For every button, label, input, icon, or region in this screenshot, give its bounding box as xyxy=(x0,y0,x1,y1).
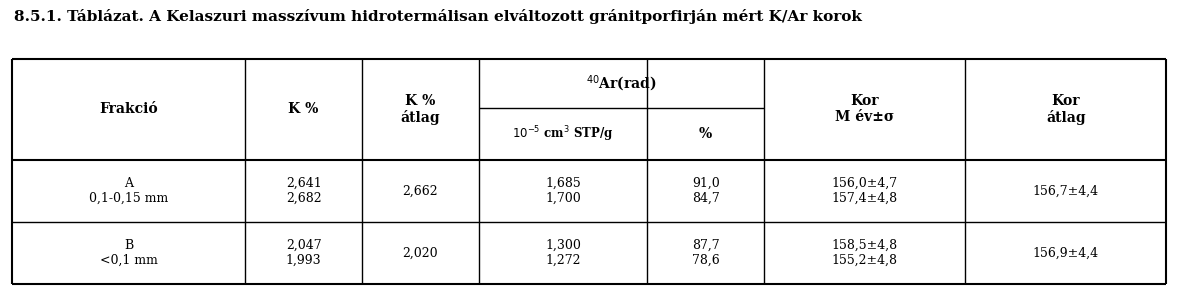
Text: 2,020: 2,020 xyxy=(403,247,438,260)
Text: K %
átlag: K % átlag xyxy=(401,94,441,125)
Text: Kor
átlag: Kor átlag xyxy=(1046,94,1085,125)
Text: B
<0,1 mm: B <0,1 mm xyxy=(100,239,158,267)
Text: 87,7
78,6: 87,7 78,6 xyxy=(691,239,720,267)
Text: 2,662: 2,662 xyxy=(403,185,438,198)
Text: 156,7±4,4: 156,7±4,4 xyxy=(1033,185,1099,198)
Text: 156,0±4,7
157,4±4,8: 156,0±4,7 157,4±4,8 xyxy=(832,177,898,205)
Text: 1,685
1,700: 1,685 1,700 xyxy=(545,177,581,205)
Text: 91,0
84,7: 91,0 84,7 xyxy=(691,177,720,205)
Text: Frakció: Frakció xyxy=(99,102,158,116)
Text: 8.5.1. Táblázat. A Kelaszuri masszívum hidrotermálisan elváltozott gránitporfirj: 8.5.1. Táblázat. A Kelaszuri masszívum h… xyxy=(14,9,862,24)
Text: Kor
M év±σ: Kor M év±σ xyxy=(835,94,894,125)
Text: 2,641
2,682: 2,641 2,682 xyxy=(286,177,322,205)
Text: 156,9±4,4: 156,9±4,4 xyxy=(1033,247,1099,260)
Text: %: % xyxy=(699,127,713,141)
Text: 158,5±4,8
155,2±4,8: 158,5±4,8 155,2±4,8 xyxy=(832,239,898,267)
Text: K %: K % xyxy=(289,102,319,116)
Text: A
0,1-0,15 mm: A 0,1-0,15 mm xyxy=(88,177,168,205)
Text: $10^{-5}$ cm$^3$ STP/g: $10^{-5}$ cm$^3$ STP/g xyxy=(512,125,614,144)
Text: 1,300
1,272: 1,300 1,272 xyxy=(545,239,581,267)
Text: 2,047
1,993: 2,047 1,993 xyxy=(286,239,322,267)
Text: $^{40}$Ar(rad): $^{40}$Ar(rad) xyxy=(585,73,657,93)
